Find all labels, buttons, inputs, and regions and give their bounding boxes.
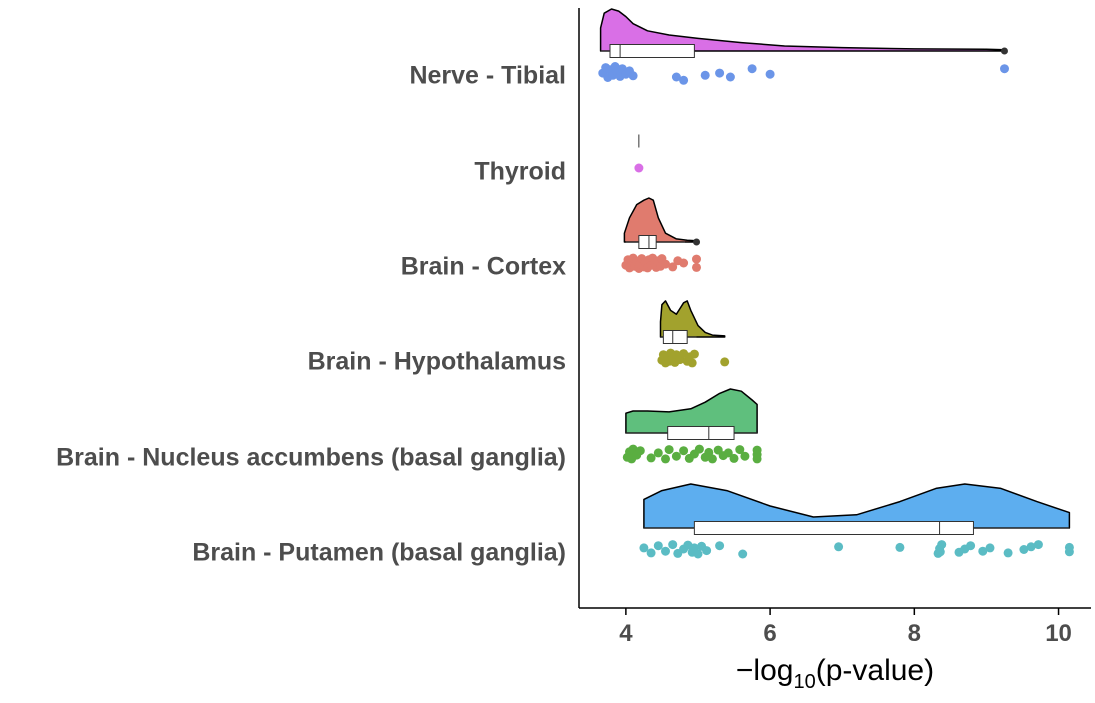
point-5-25 — [985, 543, 995, 553]
chart-marks — [598, 8, 1074, 559]
point-2-21 — [661, 259, 670, 269]
category-labels: Nerve - Tibial Thyroid Brain - Cortex Br… — [56, 62, 566, 567]
point-5-10 — [693, 549, 703, 559]
point-3-13 — [687, 358, 697, 368]
density-4 — [625, 388, 758, 434]
category-label-brain-hypothalamus: Brain - Hypothalamus — [308, 348, 566, 376]
outlier-0-0 — [1000, 47, 1008, 55]
point-5-14 — [738, 549, 748, 559]
density-3 — [659, 300, 726, 338]
point-4-14 — [694, 444, 704, 454]
point-4-22 — [735, 445, 745, 455]
point-5-0 — [639, 543, 649, 553]
point-5-31 — [1064, 542, 1074, 552]
point-4-9 — [664, 445, 674, 455]
point-5-28 — [1026, 542, 1036, 552]
point-5-24 — [978, 546, 988, 556]
point-5-4 — [668, 540, 678, 550]
point-0-19 — [1000, 64, 1009, 74]
point-0-12 — [671, 72, 681, 82]
point-2-26 — [692, 262, 701, 272]
series-group-5 — [639, 483, 1074, 559]
series-group-1 — [634, 134, 644, 173]
series-group-0 — [598, 8, 1009, 85]
point-5-12 — [702, 546, 712, 556]
density-2 — [623, 197, 698, 243]
box-4 — [667, 426, 735, 440]
series-group-4 — [622, 388, 762, 464]
point-4-8 — [661, 454, 670, 464]
point-4-17 — [707, 454, 717, 464]
category-label-brain-putamen: Brain - Putamen (basal ganglia) — [192, 539, 566, 567]
point-5-1 — [646, 548, 656, 558]
point-0-18 — [765, 69, 775, 79]
point-2-22 — [668, 262, 678, 272]
point-0-13 — [679, 75, 689, 85]
point-0-16 — [725, 72, 735, 82]
point-5-3 — [661, 546, 670, 556]
x-axis-title-suffix: (p-value) — [816, 654, 934, 687]
point-5-26 — [1003, 548, 1013, 558]
point-1-0 — [634, 163, 644, 173]
point-4-23 — [740, 451, 750, 461]
point-4-6 — [646, 453, 656, 463]
x-axis-title-subscript: 10 — [793, 671, 815, 693]
box-5 — [693, 521, 974, 535]
point-5-20 — [937, 540, 947, 550]
x-axis-title-prefix: −log — [736, 654, 794, 687]
point-5-23 — [966, 541, 976, 551]
x-tick-label-1: 6 — [763, 620, 776, 647]
point-5-13 — [715, 541, 725, 551]
point-4-5 — [635, 446, 645, 456]
x-axis-ticks: 4 6 8 10 — [619, 608, 1072, 647]
box-2 — [638, 235, 657, 249]
point-5-29 — [1033, 540, 1043, 550]
point-5-2 — [653, 541, 663, 551]
point-4-10 — [671, 451, 681, 461]
density-5 — [643, 483, 1071, 529]
point-2-24 — [679, 258, 689, 268]
box-3 — [662, 330, 688, 344]
category-label-brain-nucleus-accumbens: Brain - Nucleus accumbens (basal ganglia… — [56, 444, 566, 472]
outlier-2-0 — [693, 238, 701, 246]
x-axis-title: −log10(p-value) — [736, 654, 934, 693]
point-4-20 — [723, 448, 733, 458]
series-group-2 — [621, 197, 701, 273]
point-3-15 — [720, 357, 730, 367]
density-0 — [599, 8, 1006, 52]
x-tick-label-0: 4 — [619, 620, 633, 647]
point-5-15 — [834, 542, 844, 552]
point-0-11 — [628, 71, 638, 81]
point-4-7 — [653, 448, 663, 458]
point-4-11 — [679, 446, 689, 456]
x-tick-label-2: 8 — [908, 620, 921, 647]
point-0-14 — [700, 70, 710, 80]
point-4-21 — [729, 453, 739, 463]
point-5-27 — [1019, 545, 1029, 554]
x-tick-label-3: 10 — [1045, 620, 1072, 647]
box-0 — [609, 44, 695, 58]
point-5-19 — [935, 547, 945, 557]
category-label-thyroid: Thyroid — [474, 158, 566, 186]
point-0-17 — [747, 64, 757, 74]
category-label-nerve-tibial: Nerve - Tibial — [409, 62, 566, 90]
point-3-14 — [689, 349, 699, 359]
point-2-25 — [692, 254, 701, 264]
point-4-26 — [752, 450, 762, 460]
point-0-15 — [715, 68, 725, 78]
series-group-3 — [657, 300, 730, 368]
point-5-16 — [895, 542, 905, 552]
category-label-brain-cortex: Brain - Cortex — [401, 253, 566, 281]
